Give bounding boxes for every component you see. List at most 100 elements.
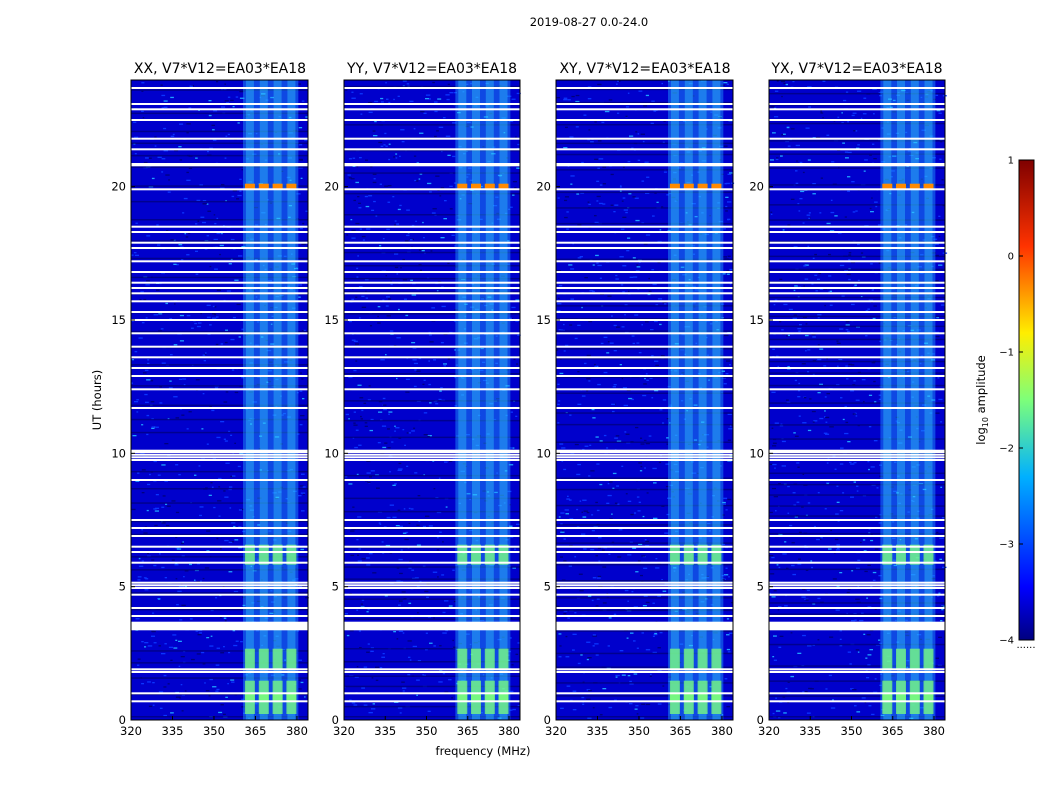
noise-speck <box>775 510 777 512</box>
noise-speck <box>636 713 639 715</box>
noise-speck <box>467 167 472 169</box>
noise-speck <box>686 181 691 184</box>
noise-speck <box>506 157 509 159</box>
noise-speck <box>170 96 174 99</box>
noise-speck <box>588 380 591 382</box>
noise-speck <box>470 189 474 191</box>
noise-speck <box>623 209 628 211</box>
strong-event <box>697 680 708 701</box>
noise-speck <box>229 486 233 488</box>
noise-speck <box>630 632 634 634</box>
noise-speck <box>144 393 148 396</box>
dark-row <box>344 705 520 708</box>
noise-speck <box>404 538 409 541</box>
noise-speck <box>390 283 393 286</box>
noise-speck <box>501 331 505 333</box>
flagged-row <box>344 345 520 348</box>
noise-speck <box>657 647 661 649</box>
noise-speck <box>422 674 426 676</box>
noise-speck <box>496 218 501 220</box>
noise-speck <box>652 602 655 604</box>
noise-speck <box>398 437 402 439</box>
noise-speck <box>359 93 363 95</box>
noise-speck <box>209 405 212 408</box>
noise-speck <box>857 90 862 92</box>
noise-speck <box>797 652 802 654</box>
dark-row <box>556 222 733 225</box>
noise-speck <box>587 657 592 659</box>
noise-speck <box>830 529 832 532</box>
noise-speck <box>653 633 658 636</box>
noise-speck <box>826 358 828 360</box>
flagged-row <box>769 671 945 673</box>
flagged-row <box>344 332 520 335</box>
noise-speck <box>893 559 897 561</box>
noise-speck <box>171 500 176 502</box>
flagged-row <box>131 584 308 587</box>
noise-speck <box>365 205 370 208</box>
strong-event <box>711 544 722 565</box>
noise-speck <box>186 428 189 430</box>
noise-speck <box>721 574 726 577</box>
dark-row <box>344 373 520 375</box>
noise-speck <box>611 315 613 317</box>
noise-speck <box>370 166 373 168</box>
strong-event <box>896 680 906 701</box>
noise-speck <box>476 275 482 277</box>
noise-speck <box>200 312 202 315</box>
flagged-row <box>556 623 733 625</box>
noise-speck <box>271 612 276 614</box>
noise-speck <box>248 181 252 183</box>
noise-speck <box>724 678 728 680</box>
noise-speck <box>598 537 602 539</box>
noise-speck <box>723 228 726 230</box>
noise-speck <box>831 161 835 163</box>
noise-speck <box>394 266 399 269</box>
noise-speck <box>581 306 583 309</box>
noise-speck <box>916 427 919 430</box>
noise-speck <box>633 673 638 675</box>
noise-speck <box>797 563 802 565</box>
noise-speck <box>411 294 417 296</box>
noise-speck <box>206 443 209 445</box>
noise-speck <box>879 475 884 477</box>
noise-speck <box>594 158 599 160</box>
noise-speck <box>781 134 785 136</box>
noise-speck <box>361 306 367 308</box>
noise-speck <box>458 145 462 148</box>
noise-speck <box>846 378 849 380</box>
noise-speck <box>233 590 239 593</box>
noise-speck <box>379 183 382 185</box>
noise-speck <box>641 324 643 326</box>
noise-speck <box>453 600 456 603</box>
flagged-row <box>344 584 520 587</box>
noise-speck <box>804 264 809 266</box>
noise-speck <box>154 136 157 138</box>
noise-speck <box>441 574 445 576</box>
noise-speck <box>230 679 235 681</box>
noise-speck <box>666 418 670 420</box>
noise-speck <box>427 182 432 185</box>
noise-speck <box>776 564 779 566</box>
noise-speck <box>729 268 734 271</box>
noise-speck <box>786 335 788 337</box>
noise-speck <box>787 145 791 147</box>
noise-speck <box>351 229 356 231</box>
noise-speck <box>792 80 795 83</box>
noise-speck <box>816 538 820 541</box>
noise-speck <box>916 634 922 636</box>
noise-speck <box>812 373 815 375</box>
noise-speck <box>829 230 835 232</box>
noise-speck <box>220 704 224 706</box>
noise-speck <box>144 589 149 591</box>
noise-speck <box>378 141 383 144</box>
noise-speck <box>289 179 292 181</box>
noise-speck <box>394 425 396 427</box>
noise-speck <box>684 353 687 355</box>
noise-speck <box>805 569 809 571</box>
noise-speck <box>179 123 184 125</box>
noise-speck <box>152 612 155 614</box>
noise-speck <box>651 269 655 271</box>
noise-speck <box>851 114 855 117</box>
noise-speck <box>925 638 930 640</box>
